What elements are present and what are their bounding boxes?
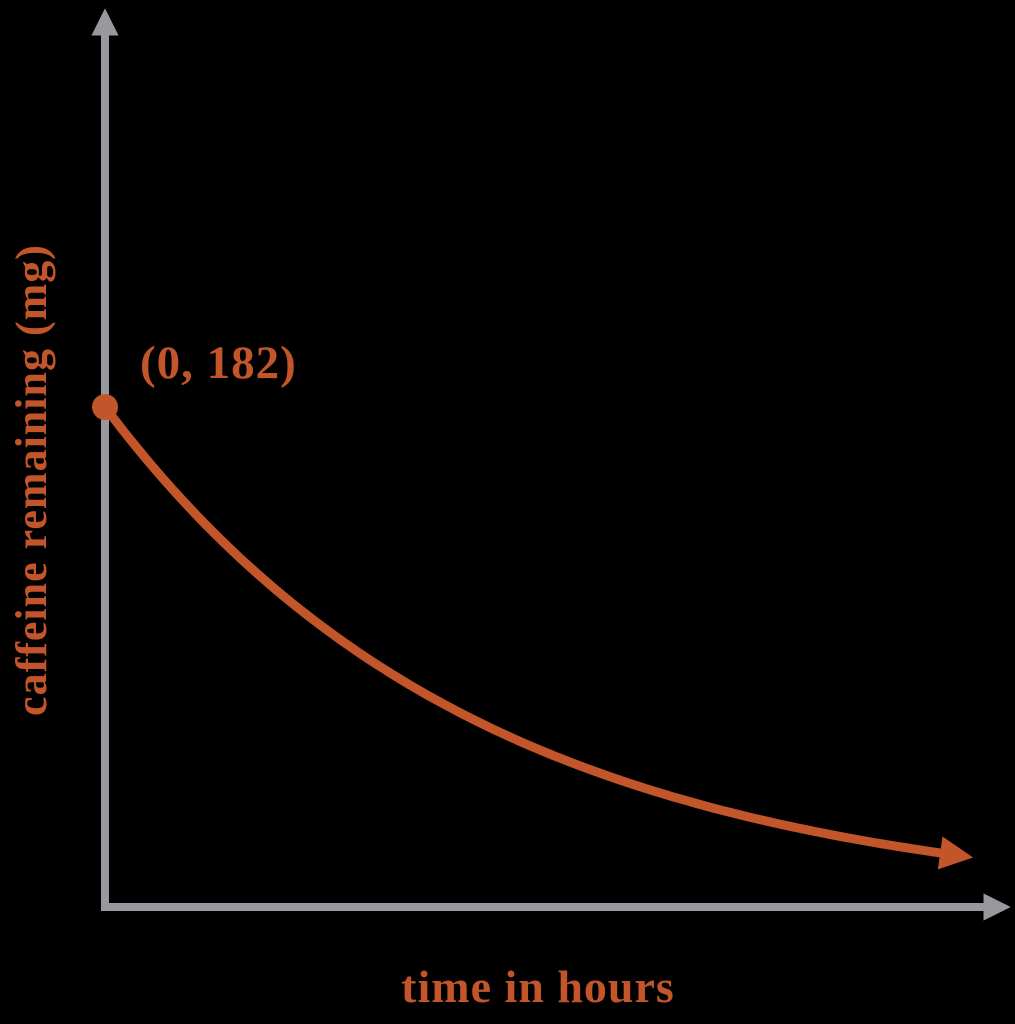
x-axis-title: time in hours xyxy=(401,961,675,1012)
y-axis-title: caffeine remaining (mg) xyxy=(7,244,56,716)
initial-point-label: (0, 182) xyxy=(140,337,297,389)
initial-point-dot xyxy=(92,394,118,420)
decay-curve xyxy=(101,404,974,870)
